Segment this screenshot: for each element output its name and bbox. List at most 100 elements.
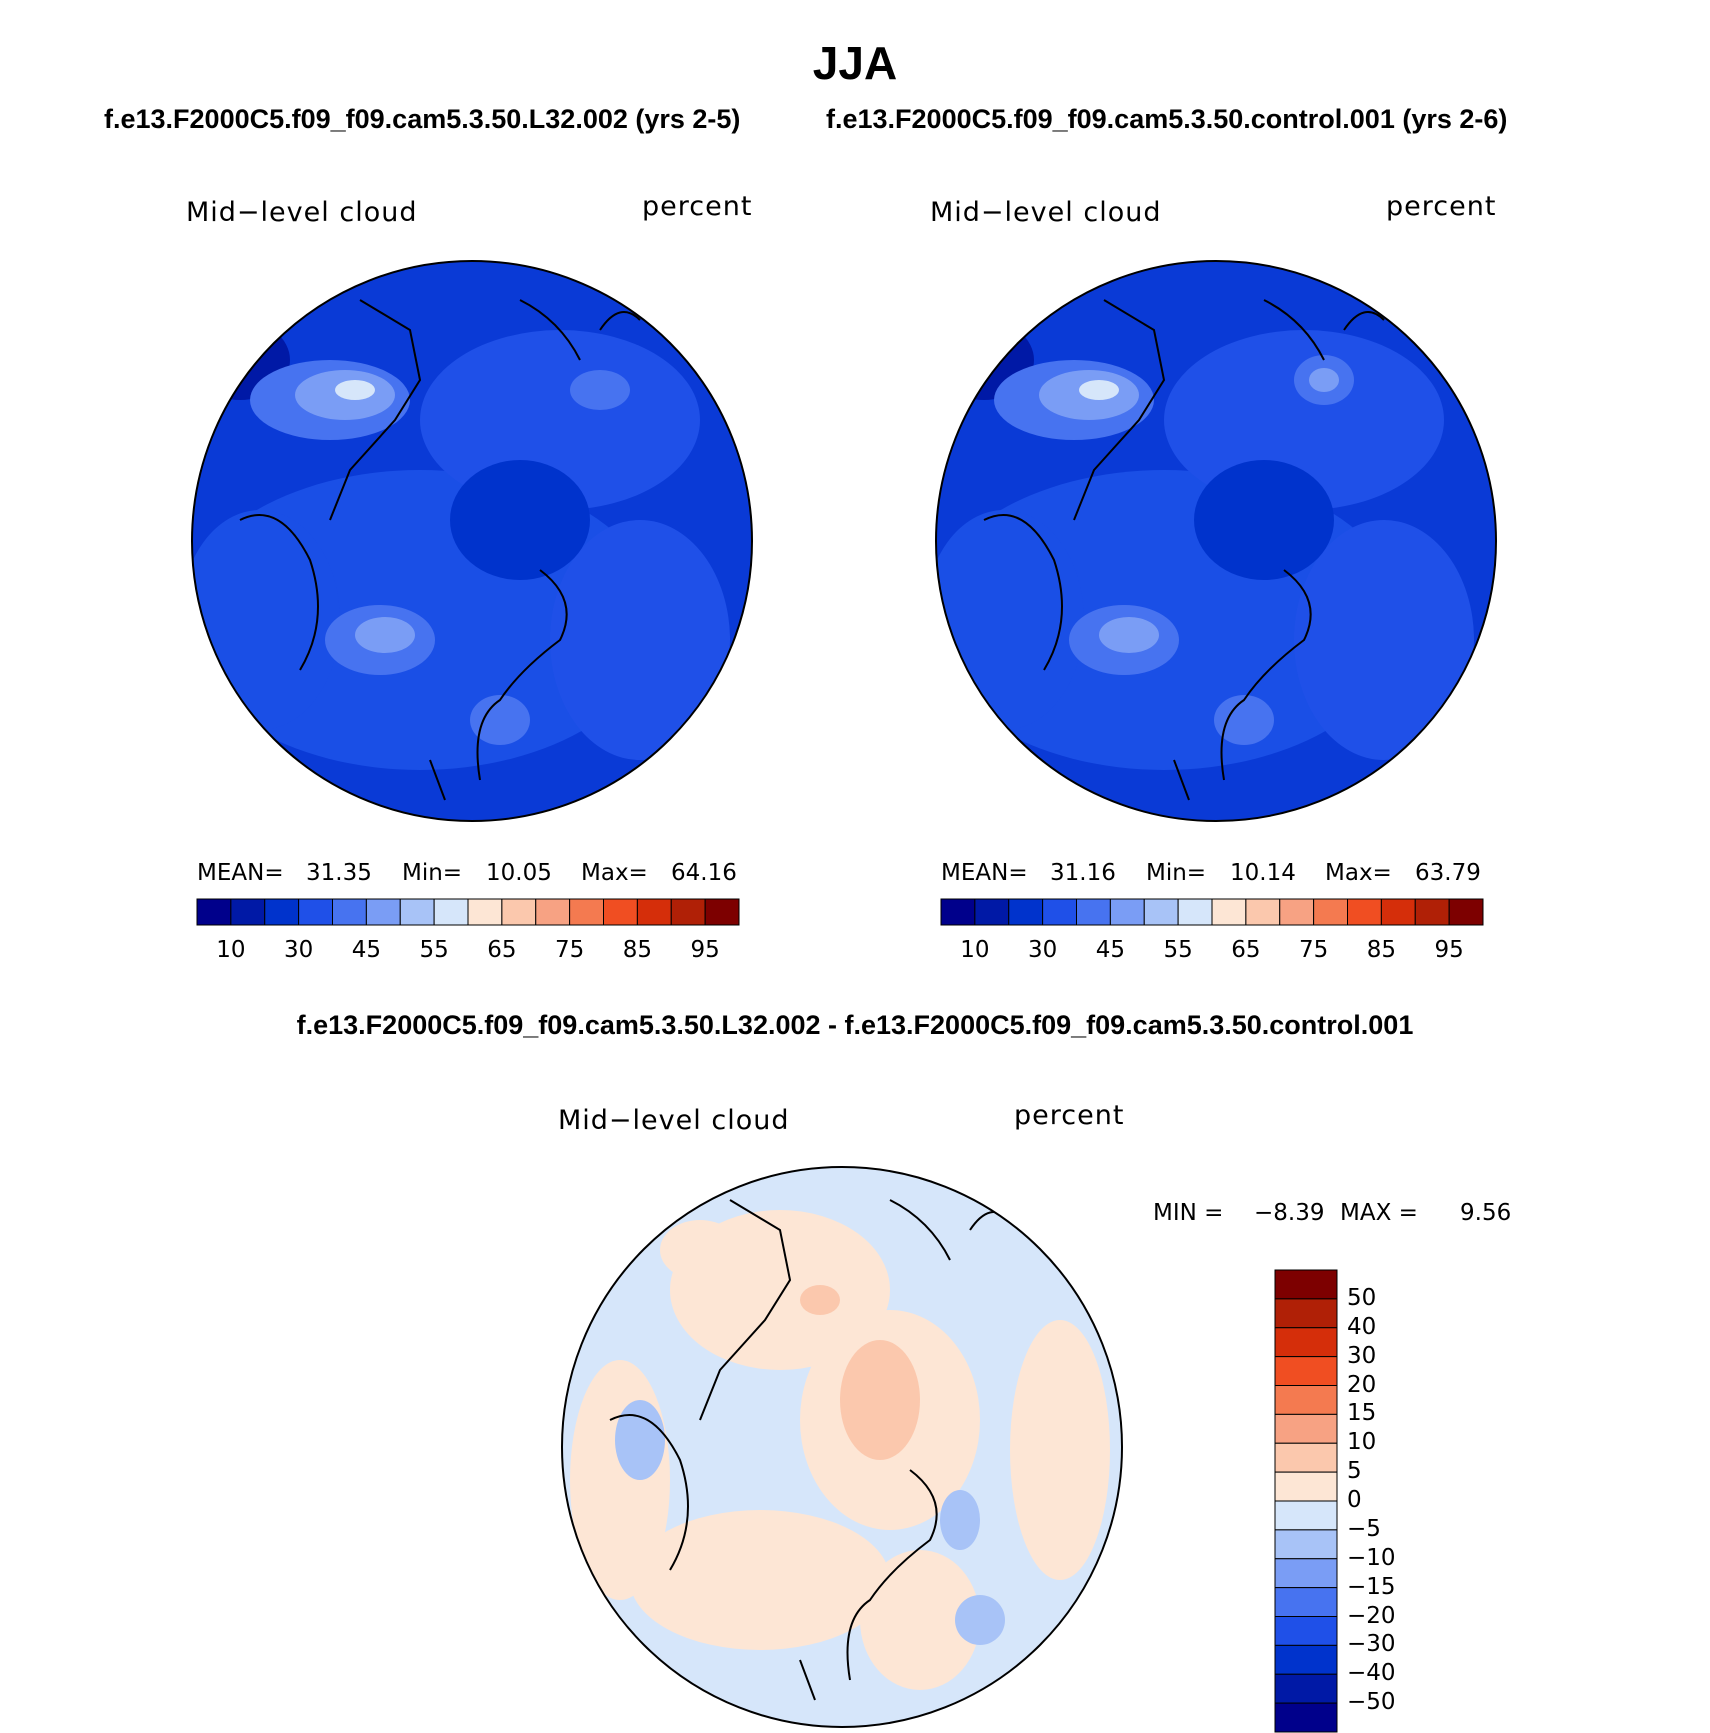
- difference-variable-label: Mid−level cloud: [558, 1105, 790, 1136]
- panel-1-polar-map: [191, 260, 753, 822]
- colorbar-swatch: [1448, 898, 1484, 926]
- colorbar-swatch: [1274, 1587, 1338, 1617]
- panel-1-units-label: percent: [642, 191, 753, 222]
- colorbar-swatch: [1143, 898, 1179, 926]
- panel-2-max-value: 63.79: [1415, 860, 1481, 886]
- panel-1-colorbar: [196, 898, 740, 926]
- colorbar-swatch: [1274, 1327, 1338, 1358]
- colorbar-swatch: [467, 898, 503, 926]
- colorbar-swatch: [332, 898, 367, 926]
- colorbar-tick-label: 10: [960, 937, 990, 963]
- colorbar-tick-label: 75: [554, 937, 585, 963]
- difference-min-value: −8.39: [1254, 1200, 1325, 1226]
- colorbar-swatch: [1274, 1673, 1338, 1704]
- colorbar-swatch: [1042, 898, 1077, 926]
- colorbar-swatch: [636, 898, 672, 926]
- main-title: JJA: [812, 37, 898, 89]
- colorbar-tick-label: 50: [1347, 1284, 1377, 1311]
- colorbar-tick-label: 10: [216, 937, 246, 963]
- colorbar-tick-label: 85: [622, 937, 653, 963]
- colorbar-tick-label: −10: [1347, 1544, 1396, 1571]
- difference-polar-map: [561, 1166, 1123, 1728]
- colorbar-tick-label: −5: [1347, 1515, 1381, 1542]
- colorbar-tick-label: 30: [1347, 1342, 1377, 1369]
- difference-title: f.e13.F2000C5.f09_f09.cam5.3.50.L32.002 …: [296, 1010, 1414, 1040]
- colorbar-swatch: [974, 898, 1010, 926]
- panel-2-max-label: Max=: [1325, 860, 1392, 886]
- colorbar-tick-label: 5: [1347, 1458, 1362, 1485]
- colorbar-swatch: [1274, 1442, 1338, 1473]
- panel-2-min-value: 10.14: [1230, 860, 1296, 886]
- panel-1-mean-label: MEAN=: [197, 860, 284, 886]
- colorbar-tick-label: 55: [419, 937, 449, 963]
- colorbar-tick-label: 65: [1231, 937, 1261, 963]
- panel-2-units-label: percent: [1386, 191, 1497, 222]
- colorbar-swatch: [433, 898, 469, 926]
- panel-1-max-label: Max=: [581, 860, 648, 886]
- colorbar-swatch: [1274, 1529, 1338, 1560]
- colorbar-tick-label: 55: [1163, 937, 1193, 963]
- difference-min-label: MIN =: [1153, 1200, 1224, 1226]
- colorbar-swatch: [365, 898, 401, 926]
- colorbar-swatch: [670, 898, 706, 926]
- panel-2-min-label: Min=: [1146, 860, 1207, 886]
- colorbar-tick-label: 30: [283, 937, 314, 963]
- colorbar-swatch: [1008, 898, 1044, 926]
- colorbar-tick-label: 0: [1347, 1487, 1362, 1513]
- colorbar-swatch: [1274, 1558, 1338, 1589]
- colorbar-tick-label: −40: [1347, 1660, 1396, 1687]
- colorbar-tick-label: 45: [351, 937, 382, 963]
- panel-2-colorbar: [940, 898, 1484, 926]
- colorbar-swatch: [1211, 898, 1247, 926]
- colorbar-swatch: [1274, 1616, 1338, 1646]
- panel-1-run-title: f.e13.F2000C5.f09_f09.cam5.3.50.L32.002 …: [104, 104, 741, 134]
- colorbar-swatch: [1274, 1298, 1338, 1329]
- difference-colorbar: [1274, 1269, 1338, 1733]
- colorbar-tick-label: −30: [1347, 1631, 1396, 1658]
- colorbar-tick-label: 30: [1027, 937, 1058, 963]
- difference-max-value: 9.56: [1460, 1200, 1512, 1226]
- colorbar-swatch: [1245, 898, 1281, 926]
- panel-1-variable-label: Mid−level cloud: [186, 197, 418, 228]
- colorbar-swatch: [940, 898, 976, 926]
- colorbar-swatch: [1177, 898, 1213, 926]
- colorbar-swatch: [1274, 1356, 1338, 1386]
- colorbar-tick-label: 65: [487, 937, 517, 963]
- colorbar-swatch: [1076, 898, 1111, 926]
- panel-2-mean-label: MEAN=: [941, 860, 1028, 886]
- colorbar-swatch: [1274, 1644, 1338, 1675]
- colorbar-swatch: [535, 898, 571, 926]
- colorbar-tick-label: 40: [1347, 1313, 1377, 1340]
- colorbar-swatch: [1274, 1702, 1338, 1733]
- colorbar-swatch: [501, 898, 537, 926]
- colorbar-tick-label: 20: [1347, 1371, 1377, 1398]
- colorbar-swatch: [569, 898, 604, 926]
- colorbar-swatch: [1279, 898, 1315, 926]
- colorbar-swatch: [1380, 898, 1416, 926]
- panel-1-min-value: 10.05: [486, 860, 552, 886]
- panel-1-mean-value: 31.35: [306, 860, 372, 886]
- colorbar-swatch: [1347, 898, 1382, 926]
- colorbar-swatch: [1274, 1385, 1338, 1415]
- colorbar-swatch: [704, 898, 740, 926]
- colorbar-swatch: [1274, 1471, 1338, 1502]
- colorbar-swatch: [298, 898, 333, 926]
- panel-2-run-title: f.e13.F2000C5.f09_f09.cam5.3.50.control.…: [826, 104, 1508, 134]
- colorbar-tick-label: −15: [1347, 1573, 1396, 1600]
- colorbar-tick-label: 15: [1347, 1400, 1377, 1427]
- panel-2-polar-map: [935, 260, 1497, 822]
- colorbar-swatch: [399, 898, 435, 926]
- colorbar-swatch: [1109, 898, 1145, 926]
- panel-2-mean-value: 31.16: [1050, 860, 1116, 886]
- colorbar-swatch: [1414, 898, 1450, 926]
- colorbar-swatch: [603, 898, 638, 926]
- colorbar-tick-label: 95: [690, 937, 720, 963]
- colorbar-tick-label: 45: [1095, 937, 1126, 963]
- difference-units-label: percent: [1014, 1100, 1125, 1131]
- colorbar-swatch: [230, 898, 266, 926]
- colorbar-swatch: [196, 898, 232, 926]
- colorbar-tick-label: −20: [1347, 1602, 1396, 1629]
- colorbar-tick-label: 10: [1347, 1429, 1377, 1456]
- colorbar-swatch: [1274, 1500, 1338, 1531]
